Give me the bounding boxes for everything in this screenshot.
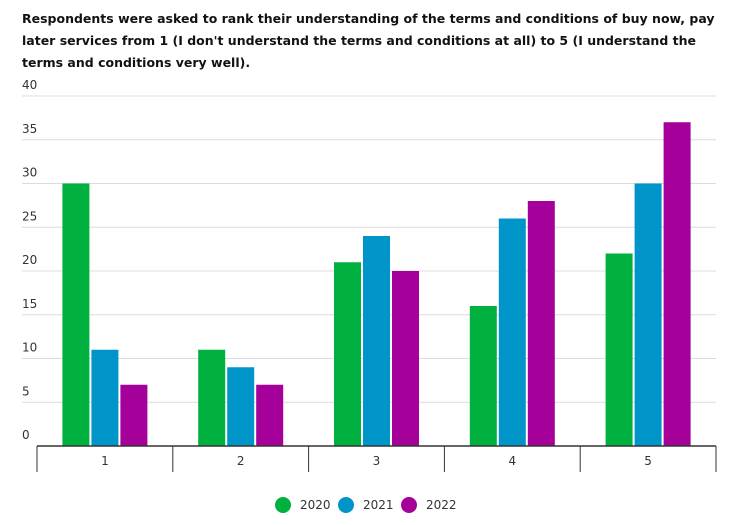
x-axis: 1 2 3 4 5: [36, 445, 717, 472]
x-tick-label: 4: [508, 454, 516, 468]
legend-swatch-2020: [275, 497, 291, 513]
y-tick-label: 0: [22, 428, 30, 442]
legend-label-2022: 2022: [426, 498, 457, 512]
bars: [62, 122, 691, 446]
bar-2020-cat-3: [334, 262, 361, 446]
x-tick-label: 2: [237, 454, 245, 468]
x-tick-label: 5: [644, 454, 652, 468]
bar-2021-cat-2: [227, 367, 255, 446]
y-tick-label: 40: [22, 78, 37, 92]
y-tick-label: 15: [22, 297, 37, 311]
bar-2021-cat-1: [91, 349, 119, 446]
bar-2022-cat-5: [663, 122, 691, 446]
bar-2021-cat-4: [498, 218, 526, 446]
y-tick-label: 10: [22, 341, 37, 355]
bar-2022-cat-4: [527, 201, 555, 446]
bar-2022-cat-2: [256, 384, 284, 446]
y-axis-ticks: 0 5 10 15 20 25 30 35 40: [22, 78, 37, 442]
legend-swatch-2021: [338, 497, 354, 513]
legend-label-2021: 2021: [363, 498, 394, 512]
bar-2021-cat-3: [363, 236, 390, 446]
bar-2022-cat-3: [392, 271, 419, 446]
y-tick-label: 5: [22, 384, 30, 398]
bar-2021-cat-5: [634, 183, 662, 446]
legend: 2020 2021 2022: [275, 497, 457, 513]
y-tick-label: 30: [22, 166, 37, 180]
y-tick-label: 20: [22, 253, 37, 267]
bar-2020-cat-5: [605, 253, 633, 446]
bar-2022-cat-1: [120, 384, 148, 446]
y-tick-label: 25: [22, 209, 37, 223]
x-tick-label: 3: [373, 454, 381, 468]
x-tick-label: 1: [101, 454, 109, 468]
chart-subtitle: Respondents were asked to rank their und…: [22, 11, 715, 70]
legend-swatch-2022: [401, 497, 417, 513]
y-tick-label: 35: [22, 122, 37, 136]
bar-2020-cat-1: [62, 183, 90, 446]
legend-label-2020: 2020: [300, 498, 331, 512]
bar-2020-cat-4: [469, 306, 497, 446]
bar-2020-cat-2: [198, 349, 226, 446]
